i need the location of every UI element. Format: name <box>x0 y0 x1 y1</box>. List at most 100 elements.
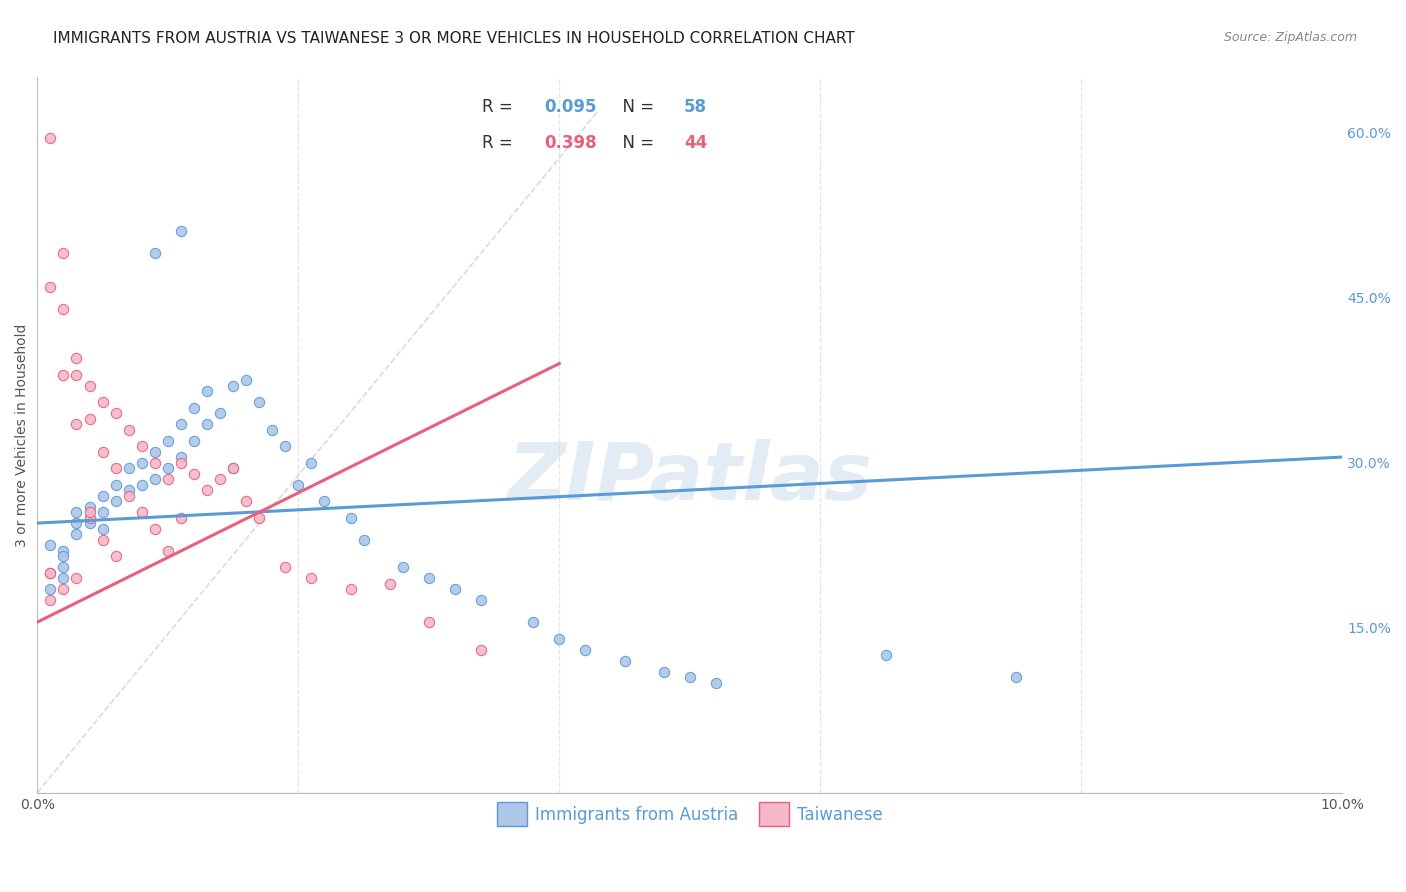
Point <box>91 444 114 458</box>
Point <box>143 456 166 470</box>
Point <box>222 378 245 392</box>
Y-axis label: 3 or more Vehicles in Household: 3 or more Vehicles in Household <box>15 324 30 547</box>
Point <box>91 522 114 536</box>
Point <box>339 510 361 524</box>
Point <box>247 395 270 409</box>
Point <box>52 301 75 316</box>
Point <box>195 417 218 431</box>
Point <box>91 505 114 519</box>
Point <box>118 483 141 497</box>
Point <box>235 373 257 387</box>
Text: 58: 58 <box>685 98 707 116</box>
Point <box>118 461 141 475</box>
Text: 44: 44 <box>685 135 707 153</box>
Point <box>522 615 544 629</box>
Point <box>104 494 127 508</box>
Point <box>222 461 245 475</box>
Point <box>131 439 153 453</box>
Text: 0.095: 0.095 <box>544 98 598 116</box>
Point <box>247 510 270 524</box>
Point <box>235 494 257 508</box>
Point <box>208 472 231 486</box>
Point <box>79 411 101 425</box>
Point <box>131 477 153 491</box>
Point <box>118 423 141 437</box>
Text: ZIPatlas: ZIPatlas <box>508 439 872 517</box>
Point <box>195 384 218 398</box>
Point <box>470 593 492 607</box>
Point <box>274 439 297 453</box>
Point <box>183 467 205 481</box>
Point <box>79 505 101 519</box>
Point <box>79 516 101 530</box>
Point <box>170 456 193 470</box>
Point <box>39 131 62 145</box>
Point <box>391 560 413 574</box>
Point <box>444 582 467 596</box>
Point <box>65 505 87 519</box>
Point <box>875 648 897 662</box>
Point <box>39 582 62 596</box>
Point <box>156 434 179 448</box>
Point <box>679 670 702 684</box>
Point <box>418 615 440 629</box>
Point <box>118 489 141 503</box>
Point <box>52 582 75 596</box>
Point <box>548 632 571 646</box>
Point <box>418 571 440 585</box>
Point <box>143 522 166 536</box>
Point <box>613 654 636 668</box>
Point <box>104 549 127 563</box>
Point <box>52 549 75 563</box>
Point <box>143 246 166 260</box>
Point <box>183 401 205 415</box>
Point <box>1005 670 1028 684</box>
Point <box>65 516 87 530</box>
Point <box>131 505 153 519</box>
Point <box>170 510 193 524</box>
Point <box>131 456 153 470</box>
Point <box>52 246 75 260</box>
Point <box>222 461 245 475</box>
Point <box>104 461 127 475</box>
Point <box>652 665 675 679</box>
Text: IMMIGRANTS FROM AUSTRIA VS TAIWANESE 3 OR MORE VEHICLES IN HOUSEHOLD CORRELATION: IMMIGRANTS FROM AUSTRIA VS TAIWANESE 3 O… <box>53 31 855 46</box>
Point <box>52 368 75 382</box>
Point <box>104 477 127 491</box>
Point <box>79 510 101 524</box>
Point <box>39 538 62 552</box>
Point <box>104 406 127 420</box>
Point <box>52 571 75 585</box>
Point <box>170 450 193 464</box>
Point <box>39 566 62 580</box>
Text: N =: N = <box>613 98 659 116</box>
Point <box>378 576 401 591</box>
Point <box>208 406 231 420</box>
Point <box>65 351 87 365</box>
Point <box>79 378 101 392</box>
Point <box>299 571 322 585</box>
Point <box>143 472 166 486</box>
Point <box>287 477 309 491</box>
Point <box>470 642 492 657</box>
Text: N =: N = <box>613 135 659 153</box>
Point <box>79 500 101 514</box>
Text: Source: ZipAtlas.com: Source: ZipAtlas.com <box>1223 31 1357 45</box>
Point <box>274 560 297 574</box>
Point <box>39 279 62 293</box>
Point <box>52 543 75 558</box>
Point <box>143 444 166 458</box>
Point <box>574 642 596 657</box>
Point <box>156 543 179 558</box>
Legend: Immigrants from Austria, Taiwanese: Immigrants from Austria, Taiwanese <box>489 794 891 834</box>
Point <box>353 533 375 547</box>
Point <box>262 423 284 437</box>
Point <box>156 472 179 486</box>
Point <box>170 417 193 431</box>
Point <box>156 461 179 475</box>
Text: R =: R = <box>482 98 517 116</box>
Point <box>39 566 62 580</box>
Point <box>704 675 727 690</box>
Point <box>170 225 193 239</box>
Point <box>91 395 114 409</box>
